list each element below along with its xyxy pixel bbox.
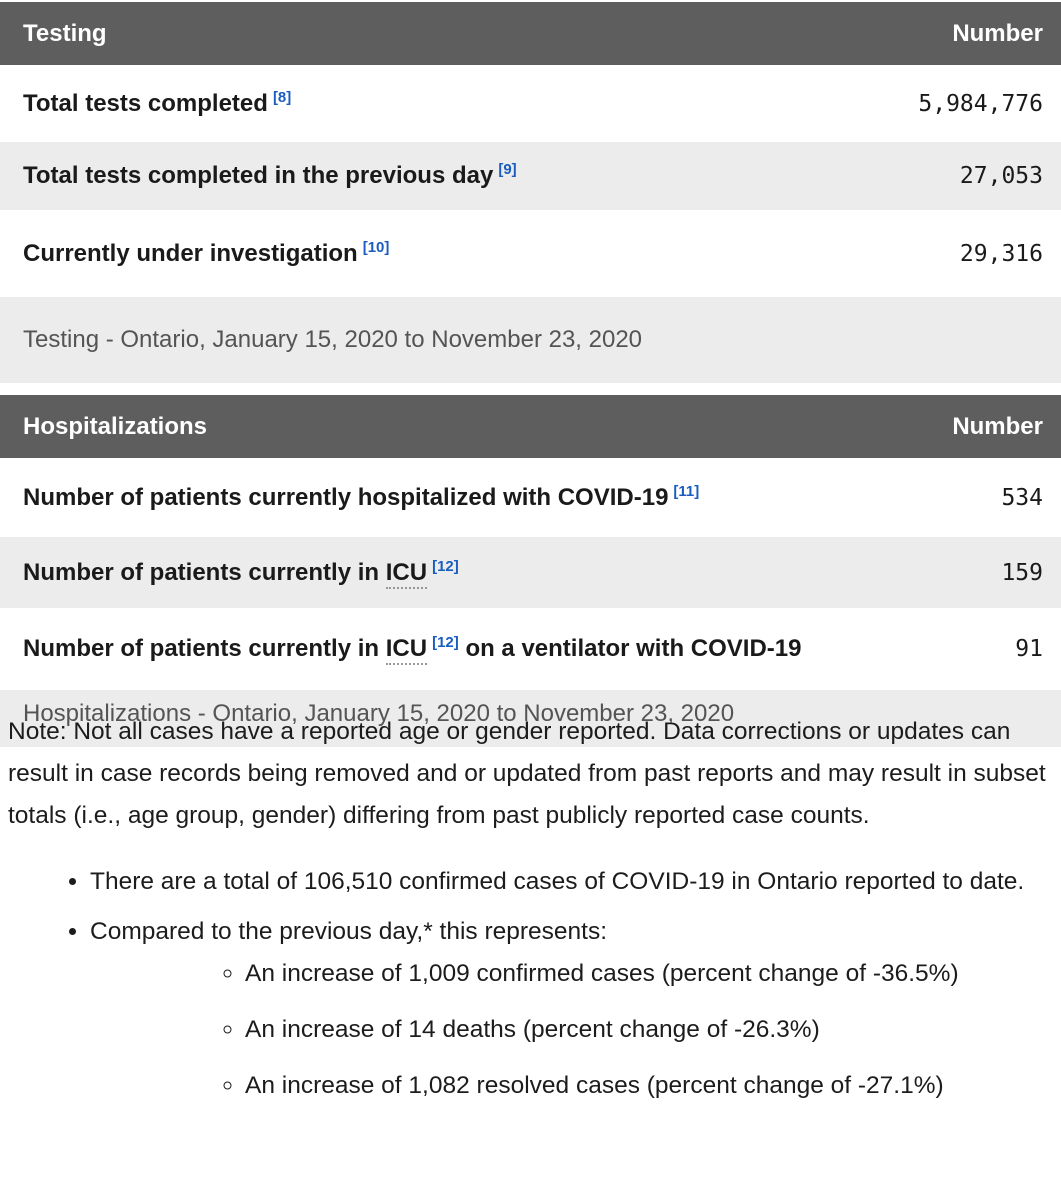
hospitalizations-table-header: Hospitalizations Number — [0, 395, 1061, 458]
table-gap — [0, 383, 1061, 395]
hospitalizations-number-column-header: Number — [952, 412, 1043, 440]
row-value: 29,316 — [959, 240, 1043, 267]
footnote-12-link[interactable]: [12] — [432, 634, 459, 651]
table-row-hospitalized: Number of patients currently hospitalize… — [0, 458, 1061, 537]
daily-change-sublist: An increase of 1,009 confirmed cases (pe… — [90, 953, 1061, 1107]
footnote-12-link[interactable]: [12] — [432, 557, 459, 575]
row-value: 91 — [1015, 636, 1043, 662]
row-value: 27,053 — [959, 163, 1043, 189]
table-row-icu: Number of patients currently in ICU [12] … — [0, 537, 1061, 608]
row-label: Number of patients currently hospitalize… — [23, 482, 700, 511]
footnote-10-link[interactable]: [10] — [362, 238, 390, 256]
testing-table-caption: Testing - Ontario, January 15, 2020 to N… — [0, 297, 1061, 383]
list-item-confirmed-increase: An increase of 1,009 confirmed cases (pe… — [245, 953, 1061, 995]
icu-abbr: ICU — [385, 635, 428, 665]
table-row-tests-previous-day: Total tests completed in the previous da… — [0, 142, 1061, 210]
hospitalizations-table: Hospitalizations Number Number of patien… — [0, 395, 1061, 747]
row-label: Total tests completed in the previous da… — [23, 161, 517, 189]
testing-table-title: Testing — [23, 19, 107, 47]
hospitalizations-table-caption: Hospitalizations - Ontario, January 15, … — [0, 690, 1061, 747]
testing-number-column-header: Number — [952, 19, 1043, 47]
list-item-deaths-increase: An increase of 14 deaths (percent change… — [245, 1009, 1061, 1051]
data-note: Note: Not all cases have a reported age … — [8, 718, 1046, 829]
footnote-8-link[interactable]: [8] — [272, 88, 292, 106]
row-value: 159 — [1001, 559, 1043, 586]
row-label: Currently under investigation [10] — [23, 238, 390, 267]
row-label: Number of patients currently in ICU [12] … — [23, 634, 801, 665]
table-row-icu-ventilator: Number of patients currently in ICU [12] … — [0, 608, 1061, 690]
row-label: Total tests completed [8] — [23, 88, 292, 117]
table-row-total-tests: Total tests completed [8] 5,984,776 — [0, 65, 1061, 142]
row-value: 534 — [1001, 484, 1043, 511]
icu-abbr: ICU — [385, 558, 428, 589]
footnote-9-link[interactable]: [9] — [498, 161, 517, 178]
compared-intro-text: Compared to the previous day,* this repr… — [90, 918, 608, 945]
table-row-under-investigation: Currently under investigation [10] 29,316 — [0, 210, 1061, 297]
hospitalizations-table-title: Hospitalizations — [23, 412, 208, 440]
list-item-resolved-increase: An increase of 1,082 resolved cases (per… — [245, 1065, 1061, 1107]
row-label: Number of patients currently in ICU [12] — [23, 557, 459, 589]
list-item-total-cases: There are a total of 106,510 confirmed c… — [90, 861, 1061, 903]
footnote-11-link[interactable]: [11] — [673, 482, 700, 500]
testing-table-header: Testing Number — [0, 2, 1061, 65]
row-value: 5,984,776 — [918, 90, 1043, 117]
list-item-compared: Compared to the previous day,* this repr… — [90, 911, 1061, 1107]
summary-list: There are a total of 106,510 confirmed c… — [0, 861, 1061, 1107]
testing-table: Testing Number Total tests completed [8] … — [0, 2, 1061, 383]
